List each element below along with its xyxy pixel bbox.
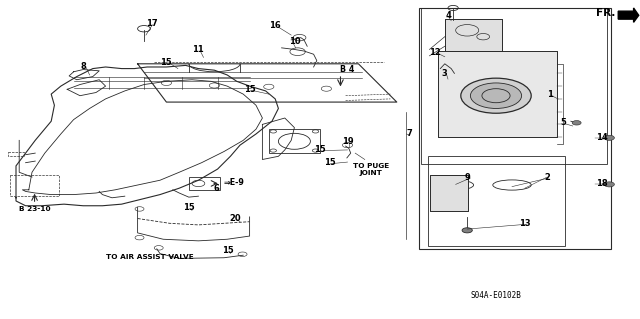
Text: 9: 9	[465, 173, 470, 182]
Bar	[189, 177, 220, 190]
Text: 17: 17	[147, 19, 158, 28]
Text: 20: 20	[230, 214, 241, 223]
Circle shape	[470, 83, 522, 108]
Text: 6: 6	[213, 184, 220, 193]
Circle shape	[462, 228, 472, 233]
Bar	[428, 156, 565, 246]
Text: 10: 10	[289, 37, 300, 46]
Circle shape	[604, 182, 614, 187]
Bar	[10, 175, 59, 196]
Bar	[419, 8, 611, 249]
Text: 4: 4	[445, 11, 451, 20]
Text: 15: 15	[222, 246, 234, 255]
Text: 15: 15	[183, 203, 195, 212]
Text: 15: 15	[244, 85, 255, 94]
Text: 8: 8	[81, 63, 86, 71]
Bar	[8, 152, 24, 156]
Text: 1: 1	[547, 90, 554, 99]
Text: 15: 15	[161, 58, 172, 67]
Bar	[269, 129, 320, 153]
Text: TO AIR ASSIST VALVE: TO AIR ASSIST VALVE	[106, 254, 193, 260]
Text: 16: 16	[269, 21, 281, 30]
Text: 2: 2	[544, 173, 550, 182]
Text: 19: 19	[342, 137, 353, 146]
Text: 15: 15	[324, 158, 335, 167]
Text: 3: 3	[442, 69, 447, 78]
Bar	[430, 175, 468, 211]
Text: FR.: FR.	[596, 8, 616, 19]
Text: 14: 14	[596, 133, 607, 142]
Bar	[445, 19, 502, 51]
Text: 15: 15	[314, 145, 326, 154]
Bar	[438, 51, 557, 137]
Bar	[445, 19, 502, 51]
Text: B 4: B 4	[340, 65, 355, 74]
Text: 7: 7	[407, 130, 412, 138]
Text: 11: 11	[193, 45, 204, 54]
Text: S04A-E0102B: S04A-E0102B	[470, 291, 522, 300]
Text: 5: 5	[560, 118, 566, 127]
Text: B 23-10: B 23-10	[19, 206, 51, 212]
Bar	[421, 8, 607, 164]
Bar	[438, 51, 557, 137]
Circle shape	[572, 121, 581, 125]
Circle shape	[461, 78, 531, 113]
Polygon shape	[618, 8, 639, 22]
Text: 18: 18	[596, 179, 607, 188]
Circle shape	[604, 135, 614, 140]
Text: ⇒E-9: ⇒E-9	[224, 178, 245, 187]
Text: 13: 13	[519, 219, 531, 228]
Text: 12: 12	[429, 48, 441, 57]
Text: TO PUGE
JOINT: TO PUGE JOINT	[353, 163, 389, 176]
Bar	[430, 175, 468, 211]
